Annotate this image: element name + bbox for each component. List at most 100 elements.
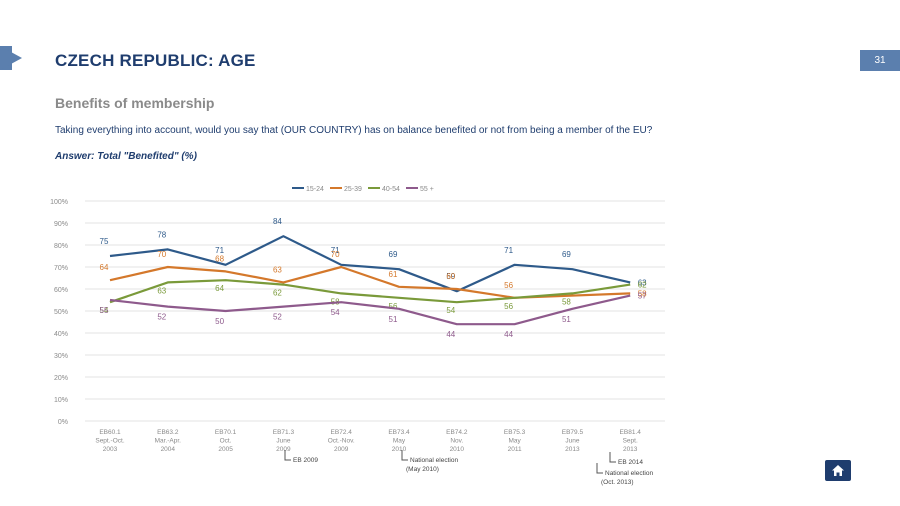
x-tick-label: EB75.3	[504, 429, 526, 436]
y-tick-label: 50%	[54, 309, 68, 316]
left-tab-arrow	[0, 46, 22, 70]
x-tick-label: 2013	[623, 446, 638, 453]
x-tick-label: 2005	[218, 446, 233, 453]
series-line-55	[109, 294, 631, 326]
data-label: 71	[215, 246, 224, 255]
y-tick-label: 100%	[50, 199, 68, 206]
x-tick-label: June	[276, 438, 290, 445]
data-label: 59	[446, 272, 455, 281]
data-label: 64	[215, 284, 224, 293]
x-tick-label: Sept.	[623, 438, 638, 445]
annotation-sublabel: (Oct. 2013)	[601, 479, 634, 486]
annotation-label: National election	[605, 470, 653, 477]
x-tick-label: June	[565, 438, 579, 445]
x-tick-label: Nov.	[450, 438, 463, 445]
data-label: 63	[157, 286, 166, 295]
series-line-2539	[109, 265, 631, 299]
x-tick-label: May	[508, 438, 521, 445]
data-label: 68	[215, 254, 224, 263]
data-label: 71	[504, 246, 513, 255]
data-label: 71	[331, 246, 340, 255]
survey-question: Taking everything into account, would yo…	[55, 125, 653, 136]
y-tick-label: 30%	[54, 353, 68, 360]
data-label: 55	[100, 306, 109, 315]
legend-label: 25-39	[344, 186, 362, 193]
x-tick-label: 2010	[450, 446, 465, 453]
data-label: 51	[562, 315, 571, 324]
annotation-label: EB 2014	[618, 459, 643, 466]
answer-label: Answer: Total "Benefited" (%)	[55, 151, 197, 162]
x-tick-label: EB79.5	[562, 429, 584, 436]
home-icon	[832, 465, 844, 476]
data-label: 44	[446, 330, 455, 339]
data-label: 63	[638, 278, 647, 287]
x-tick-label: EB60.1	[99, 429, 121, 436]
data-label: 44	[504, 330, 513, 339]
annotation-label: EB 2009	[293, 457, 318, 464]
data-label: 62	[273, 289, 282, 298]
x-tick-label: Oct.-Nov.	[328, 438, 355, 445]
annotation-bracket	[609, 452, 616, 463]
data-label: 61	[389, 270, 398, 279]
x-tick-label: 2010	[392, 446, 407, 453]
data-label: 54	[100, 306, 109, 315]
data-label: 75	[100, 237, 109, 246]
series-line-1524	[109, 235, 631, 293]
data-label: 84	[273, 217, 282, 226]
x-tick-label: Sept.-Oct.	[95, 438, 124, 445]
x-tick-label: EB71.3	[273, 429, 295, 436]
y-tick-label: 70%	[54, 265, 68, 272]
annotation-bracket	[596, 463, 603, 474]
data-label: 54	[331, 308, 340, 317]
x-tick-label: EB74.2	[446, 429, 468, 436]
data-label: 56	[389, 302, 398, 311]
x-tick-label: 2009	[276, 446, 291, 453]
x-tick-label: Oct.	[220, 438, 232, 445]
x-tick-label: EB63.2	[157, 429, 179, 436]
annotation-sublabel: (May 2010)	[406, 466, 439, 473]
y-tick-label: 0%	[58, 419, 68, 426]
x-tick-label: 2011	[508, 446, 522, 453]
x-tick-label: 2003	[103, 446, 118, 453]
x-tick-label: EB72.4	[331, 429, 353, 436]
x-tick-label: 2009	[334, 446, 349, 453]
data-label: 51	[389, 315, 398, 324]
annotation-bracket	[401, 450, 408, 461]
x-tick-label: May	[393, 438, 406, 445]
data-label: 50	[215, 317, 224, 326]
data-label: 60	[446, 272, 455, 281]
x-tick-label: EB73.4	[388, 429, 410, 436]
data-label: 57	[638, 292, 647, 301]
page-number: 31	[860, 50, 900, 71]
y-tick-label: 10%	[54, 397, 68, 404]
data-label: 52	[273, 313, 282, 322]
series-line-4054	[109, 279, 631, 304]
annotation-bracket	[284, 450, 291, 461]
data-label: 62	[638, 281, 647, 290]
data-label: 78	[157, 230, 166, 239]
data-label: 70	[157, 250, 166, 259]
data-label: 69	[389, 250, 398, 259]
x-tick-label: EB70.1	[215, 429, 237, 436]
legend-label: 40-54	[382, 186, 400, 193]
y-tick-label: 20%	[54, 375, 68, 382]
y-tick-label: 90%	[54, 221, 68, 228]
data-label: 69	[562, 250, 571, 259]
page-title: CZECH REPUBLIC: AGE	[55, 51, 256, 70]
home-button[interactable]	[825, 460, 851, 481]
y-tick-label: 80%	[54, 243, 68, 250]
y-tick-label: 60%	[54, 287, 68, 294]
data-label: 63	[273, 265, 282, 274]
data-label: 54	[446, 306, 455, 315]
section-subtitle: Benefits of membership	[55, 95, 215, 111]
data-label: 70	[331, 250, 340, 259]
data-label: 56	[504, 302, 513, 311]
y-tick-label: 40%	[54, 331, 68, 338]
data-label: 58	[638, 289, 647, 298]
data-label: 52	[157, 313, 166, 322]
x-tick-label: Mar.-Apr.	[155, 438, 182, 445]
data-label: 64	[100, 263, 109, 272]
data-label: 56	[504, 281, 513, 290]
legend-label: 15-24	[306, 186, 324, 193]
